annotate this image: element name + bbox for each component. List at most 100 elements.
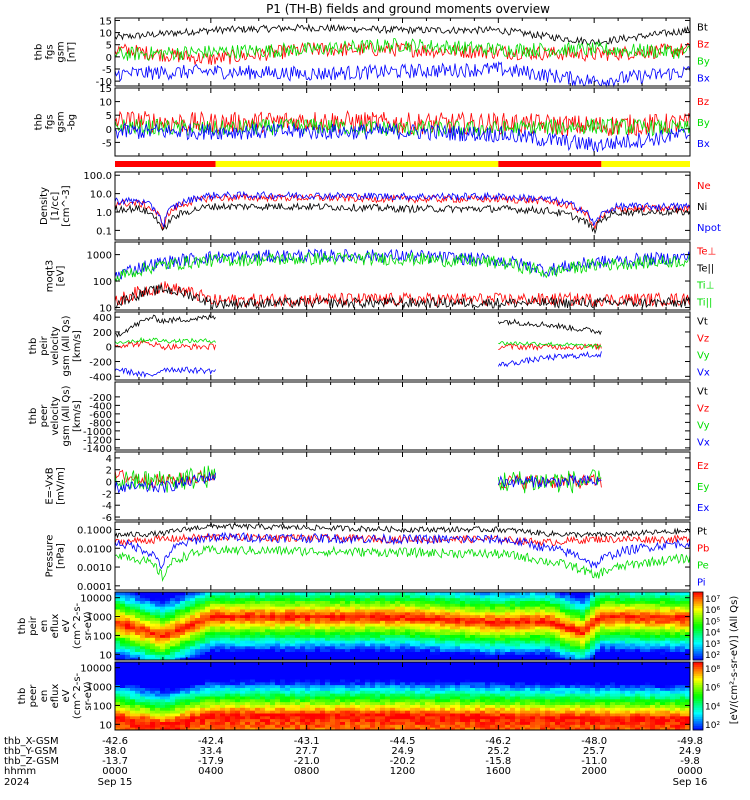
- spectrogram-cell: [145, 643, 151, 647]
- spectrogram-cell: [480, 648, 486, 652]
- spectrogram-cell: [220, 698, 226, 703]
- spectrogram-cell: [675, 651, 681, 655]
- spectrogram-cell: [515, 634, 521, 638]
- spectrogram-cell: [400, 698, 406, 703]
- spectrogram-cell: [410, 600, 416, 604]
- spectrogram-cell: [290, 667, 296, 671]
- spectrogram-cell: [290, 648, 296, 652]
- spectrogram-cell: [355, 626, 361, 630]
- spectrogram-cell: [660, 592, 666, 596]
- spectrogram-cell: [205, 626, 211, 630]
- spectrogram-cell: [275, 684, 281, 688]
- spectrogram-cell: [205, 620, 211, 624]
- spectrogram-cell: [130, 643, 136, 647]
- spectrogram-cell: [255, 710, 261, 714]
- spectrogram-cell: [260, 648, 266, 652]
- spectrogram-cell: [350, 707, 356, 711]
- spectrogram-cell: [135, 664, 141, 669]
- spectrogram-cell: [460, 609, 466, 613]
- spectrogram-cell: [315, 710, 321, 714]
- spectrogram-cell: [250, 690, 256, 694]
- spectrogram-cell: [305, 701, 311, 705]
- spectrogram-cell: [245, 670, 251, 674]
- spectrogram-cell: [380, 620, 386, 624]
- spectrogram-cell: [500, 648, 506, 652]
- spectrogram-cell: [430, 643, 436, 647]
- spectrogram-cell: [175, 626, 181, 630]
- spectrogram-cell: [310, 614, 316, 618]
- spectrogram-cell: [290, 664, 296, 669]
- spectrogram-cell: [565, 614, 571, 618]
- spectrogram-cell: [215, 597, 221, 601]
- spectrogram-cell: [655, 617, 661, 621]
- spectrogram-cell: [120, 667, 126, 671]
- spectrogram-cell: [315, 670, 321, 674]
- spectrogram-cell: [675, 597, 681, 601]
- spectrogram-cell: [625, 597, 631, 601]
- spectrogram-cell: [250, 673, 256, 677]
- spectrogram-cell: [510, 617, 516, 621]
- spectrogram-cell: [395, 609, 401, 613]
- spectrogram-cell: [530, 603, 536, 607]
- spectrogram-cell: [155, 600, 161, 604]
- spectrogram-cell: [155, 609, 161, 613]
- spectrogram-cell: [620, 623, 626, 627]
- spectrogram-cell: [135, 701, 141, 705]
- spectrogram-cell: [425, 626, 431, 630]
- spectrogram-cell: [275, 690, 281, 694]
- spectrogram-cell: [385, 654, 391, 658]
- spectrogram-cell: [275, 603, 281, 607]
- spectrogram-cell: [300, 597, 306, 601]
- spectrogram-cell: [385, 600, 391, 604]
- spectrogram-cell: [355, 648, 361, 652]
- spectrogram-cell: [275, 713, 281, 717]
- spectrogram-cell: [150, 727, 156, 731]
- spectrogram-cell: [415, 696, 421, 700]
- spectrogram-cell: [300, 713, 306, 717]
- spectrogram-cell: [190, 657, 196, 661]
- spectrogram-cell: [355, 645, 361, 650]
- spectrogram-cell: [190, 614, 196, 618]
- spectrogram-cell: [355, 676, 361, 680]
- spectrogram-cell: [310, 713, 316, 717]
- spectrogram-cell: [370, 628, 376, 633]
- spectrogram-cell: [210, 690, 216, 694]
- spectrogram-cell: [170, 727, 176, 731]
- y-axis-label: eV: [61, 619, 72, 632]
- spectrogram-cell: [435, 597, 441, 601]
- spectrogram-cell: [285, 698, 291, 703]
- spectrogram-cell: [195, 693, 201, 697]
- spectrogram-cell: [450, 648, 456, 652]
- spectrogram-cell: [520, 600, 526, 604]
- spectrogram-cell: [115, 626, 121, 630]
- spectrogram-cell: [525, 620, 531, 624]
- spectrogram-cell: [325, 681, 331, 686]
- spectrogram-cell: [250, 654, 256, 658]
- spectrogram-cell: [365, 670, 371, 674]
- spectrogram-cell: [205, 701, 211, 705]
- spectrogram-cell: [520, 594, 526, 599]
- spectrogram-cell: [200, 592, 206, 596]
- spectrogram-cell: [430, 640, 436, 644]
- spectrogram-cell: [600, 645, 606, 650]
- spectrogram-cell: [405, 676, 411, 680]
- spectrogram-cell: [275, 637, 281, 641]
- spectrogram-cell: [355, 707, 361, 711]
- spectrogram-cell: [195, 637, 201, 641]
- spectrogram-cell: [620, 617, 626, 621]
- spectrogram-cell: [130, 654, 136, 658]
- spectrogram-cell: [115, 640, 121, 644]
- spectrogram-cell: [125, 690, 131, 694]
- spectrogram-cell: [320, 631, 326, 635]
- spectrogram-cell: [430, 594, 436, 599]
- spectrogram-cell: [525, 645, 531, 650]
- spectrogram-cell: [255, 701, 261, 705]
- spectrogram-cell: [175, 727, 181, 731]
- spectrogram-cell: [335, 681, 341, 686]
- spectrogram-cell: [145, 698, 151, 703]
- spectrogram-cell: [395, 681, 401, 686]
- spectrogram-cell: [610, 648, 616, 652]
- spectrogram-cell: [240, 687, 246, 691]
